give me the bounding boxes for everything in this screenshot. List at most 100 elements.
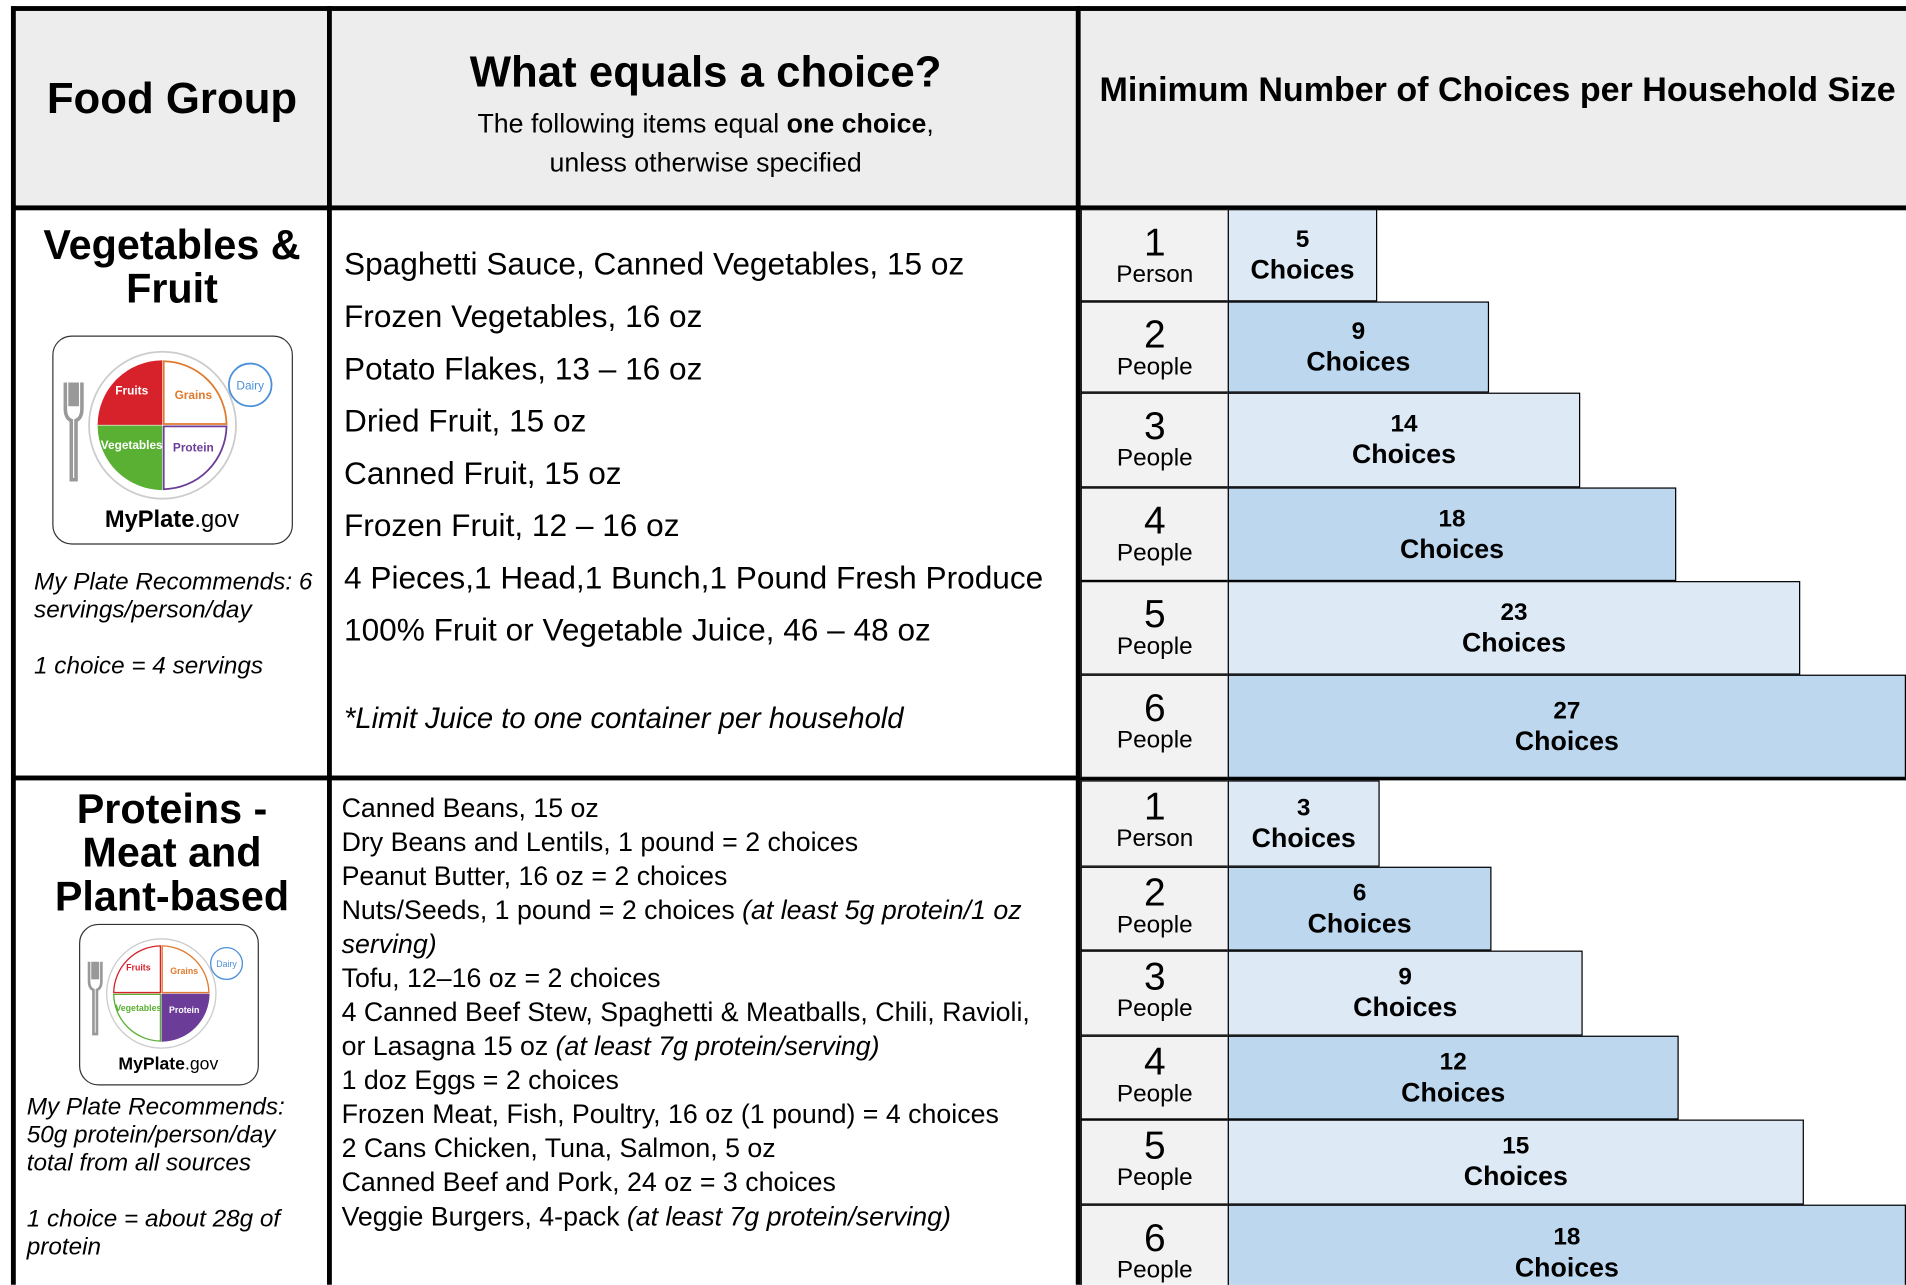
item-text: Frozen Meat, Fish, Poultry, 16 oz (1 pou… <box>342 1099 999 1129</box>
size-label: People <box>1082 354 1228 381</box>
notes: My Plate Recommends: 50g protein/person/… <box>27 1094 313 1262</box>
size-label: People <box>1082 996 1228 1023</box>
choices-number: 18 <box>1229 1222 1905 1251</box>
household-size: 5People <box>1081 581 1229 675</box>
border <box>12 205 1906 210</box>
size-number: 3 <box>1082 957 1228 996</box>
choices-number: 3 <box>1229 793 1379 822</box>
item-note: (at least 7g protein/serving) <box>556 1031 880 1061</box>
brand-domain: .gov <box>185 1053 218 1073</box>
item-text: Dry Beans and Lentils, 1 pound = 2 choic… <box>342 827 859 857</box>
choices-label: Choices <box>1229 1251 1905 1283</box>
choices-label: Choices <box>1229 725 1905 757</box>
item: Peanut Butter, 16 oz = 2 choices <box>342 859 1041 893</box>
notes: My Plate Recommends: 6 servings/person/d… <box>34 569 332 681</box>
choices-number: 23 <box>1229 597 1799 626</box>
choices-number: 9 <box>1229 317 1488 346</box>
logo-brand: MyPlate.gov <box>118 1053 218 1073</box>
choices-label: Choices <box>1229 907 1490 939</box>
subtitle-bold: one choice <box>787 108 927 138</box>
food-group: Proteins - Meat and Plant-based <box>15 788 330 919</box>
subtitle-text: The following items equal <box>477 108 779 138</box>
item-note: (at least 7g protein/serving) <box>627 1201 951 1231</box>
item: Spaghetti Sauce, Canned Vegetables, 15 o… <box>344 238 1073 290</box>
choices-number: 18 <box>1229 504 1675 533</box>
myplate-logo: FruitsGrainsVegetablesProteinDairyMyPlat… <box>52 335 293 544</box>
food-group: Vegetables & Fruit <box>15 224 330 312</box>
choices-label: Choices <box>1229 346 1488 378</box>
size-number: 5 <box>1082 1126 1228 1165</box>
size-number: 6 <box>1082 1218 1228 1257</box>
size-label: People <box>1082 633 1228 660</box>
footnote: *Limit Juice to one container per househ… <box>344 703 904 737</box>
item: 4 Canned Beef Stew, Spaghetti & Meatball… <box>342 996 1041 1064</box>
choices-number: 15 <box>1229 1132 1803 1161</box>
item-text: 1 doz Eggs = 2 choices <box>342 1065 619 1095</box>
choices-label: Choices <box>1229 254 1376 286</box>
choices-label: Choices <box>1229 992 1582 1024</box>
plate <box>107 939 216 1048</box>
choices-bar: 5Choices <box>1228 209 1378 301</box>
border <box>12 6 1906 11</box>
plate-label: Fruits <box>126 963 151 973</box>
size-number: 4 <box>1082 501 1228 540</box>
plate-section <box>114 994 161 1041</box>
plate <box>89 352 236 499</box>
choices-label: Choices <box>1229 822 1379 854</box>
size-number: 1 <box>1082 222 1228 261</box>
choices-label: Choices <box>1229 1161 1803 1193</box>
plate-section <box>164 426 227 489</box>
plate-section <box>99 426 162 489</box>
brand-domain: .gov <box>194 507 239 533</box>
household-size: 3People <box>1081 951 1229 1036</box>
item: Nuts/Seeds, 1 pound = 2 choices(at least… <box>342 893 1041 961</box>
item: 100% Fruit or Vegetable Juice, 46 – 48 o… <box>344 604 1073 656</box>
choices-bar: 15Choices <box>1228 1120 1804 1205</box>
choices-bar: 27Choices <box>1228 675 1906 778</box>
choices-number: 9 <box>1229 963 1582 992</box>
border <box>11 6 16 1285</box>
plate-label: Protein <box>173 440 214 454</box>
item-text: Veggie Burgers, 4-pack <box>342 1201 620 1231</box>
item: Frozen Meat, Fish, Poultry, 16 oz (1 pou… <box>342 1098 1041 1132</box>
item-list: Canned Beans, 15 oz Dry Beans and Lentils… <box>342 791 1041 1233</box>
choices-number: 14 <box>1229 410 1579 439</box>
plate-label: Vegetables <box>115 1003 161 1013</box>
logo-brand: MyPlate.gov <box>105 507 239 533</box>
household-size: 2People <box>1081 301 1229 392</box>
item: Canned Beef and Pork, 24 oz = 3 choices <box>342 1166 1041 1200</box>
choices-label: Choices <box>1229 439 1579 471</box>
choices-number: 6 <box>1229 878 1490 907</box>
myplate-logo: FruitsGrainsVegetablesProteinDairyMyPlat… <box>79 924 259 1086</box>
size-label: People <box>1082 445 1228 472</box>
household-size: 4People <box>1081 1036 1229 1120</box>
brand-bold: MyPlate <box>118 1053 185 1073</box>
size-label: People <box>1082 1081 1228 1108</box>
item-text: Tofu, 12–16 oz = 2 choices <box>342 963 661 993</box>
size-label: Person <box>1082 825 1228 852</box>
size-label: People <box>1082 727 1228 754</box>
item-text: Canned Beef and Pork, 24 oz = 3 choices <box>342 1167 836 1197</box>
item: Canned Fruit, 15 oz <box>344 447 1073 499</box>
choices-bar: 14Choices <box>1228 393 1581 488</box>
size-label: People <box>1082 1165 1228 1192</box>
choices-number: 27 <box>1229 696 1905 725</box>
item: Dry Beans and Lentils, 1 pound = 2 choic… <box>342 825 1041 859</box>
choices-label: Choices <box>1229 1076 1678 1108</box>
subtitle-text: , <box>926 108 933 138</box>
note-text: 1 choice = about 28g of protein <box>27 1206 313 1262</box>
item: Dried Fruit, 15 oz <box>344 395 1073 447</box>
item-text: Canned Beans, 15 oz <box>342 793 599 823</box>
size-number: 6 <box>1082 688 1228 727</box>
size-label: People <box>1082 540 1228 567</box>
plate-label: Protein <box>169 1005 199 1015</box>
header-minimum-title: Minimum Number of Choices per Household … <box>1094 69 1901 110</box>
item: Tofu, 12–16 oz = 2 choices <box>342 962 1041 996</box>
